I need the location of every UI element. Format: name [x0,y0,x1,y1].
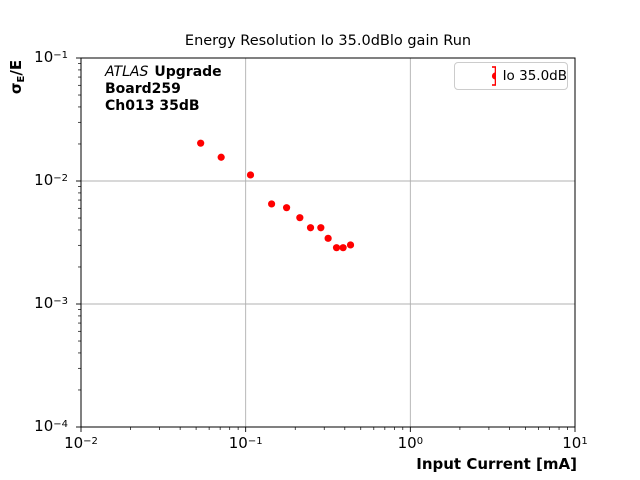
x-tick-label: 10−2 [64,434,98,452]
annotation-atlas: ATLAS [105,64,149,80]
y-tick-label: 10−3 [34,294,68,312]
data-point [306,224,315,232]
data-point [217,153,225,161]
y-tick-label: 10−2 [34,171,68,189]
data-point [324,234,332,242]
y-tick-label: 10−1 [34,48,68,66]
data-point [197,139,205,147]
annotation-line-1: ATLAS Upgrade [105,64,222,81]
annotation-upgrade: Upgrade [154,64,222,80]
data-point [346,241,355,249]
errorbar-point-icon [491,66,496,86]
annotation-line-3: Ch013 35dB [105,98,200,114]
legend: Io 35.0dB [454,62,568,90]
x-axis-label: Input Current [mA] [416,455,577,473]
data-point [282,204,291,212]
data-point [339,244,347,252]
annotation-text: ATLAS Upgrade Board259 Ch013 35dB [105,64,222,115]
data-point [267,200,276,208]
chart-title: Energy Resolution Io 35.0dBlo gain Run [184,33,472,49]
axes-frame [80,57,576,428]
x-tick-label: 101 [562,434,588,452]
data-point [317,224,325,232]
x-tick-label: 100 [397,434,424,452]
annotation-line-2: Board259 [105,81,181,97]
y-tick-label: 10−4 [34,417,68,435]
data-point [332,244,341,252]
legend-label: Io 35.0dB [502,68,567,84]
data-point [296,214,304,222]
data-point [246,171,255,179]
x-tick-label: 10−1 [228,434,263,452]
